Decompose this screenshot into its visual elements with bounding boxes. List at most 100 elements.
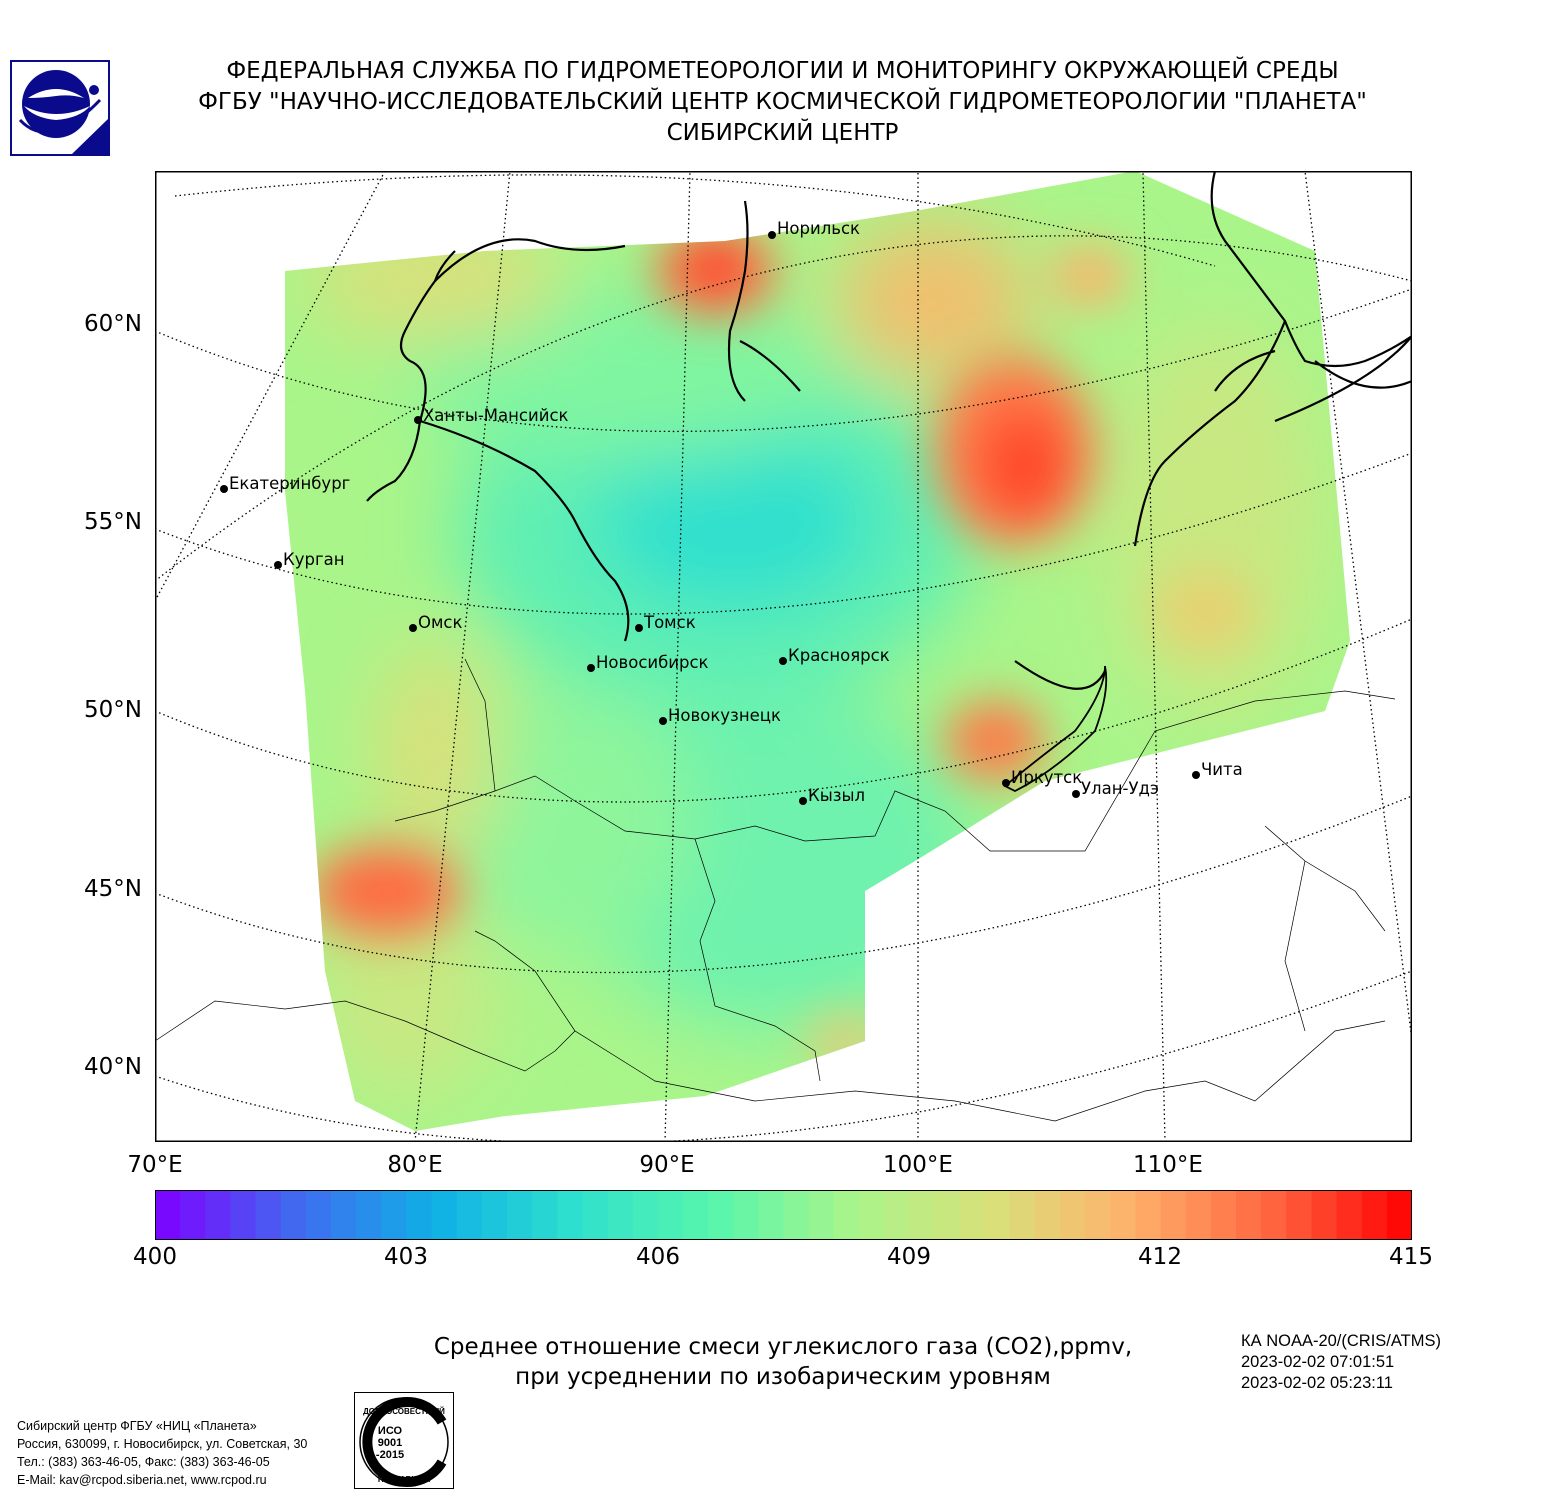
header: ФЕДЕРАЛЬНАЯ СЛУЖБА ПО ГИДРОМЕТЕОРОЛОГИИ … [110,56,1455,149]
colorbar-cell [230,1190,257,1240]
caption-line-1: Среднее отношение смеси углекислого газа… [433,1334,1133,1360]
header-agency: ФЕДЕРАЛЬНАЯ СЛУЖБА ПО ГИДРОМЕТЕОРОЛОГИИ … [226,58,1339,84]
colorbar-cell [858,1190,885,1240]
svg-text:Улан-Удэ: Улан-Удэ [1081,779,1159,798]
colorbar-tick-415: 415 [1389,1244,1433,1270]
city-novosibirsk: Новосибирск [587,653,709,672]
lat-label-55: 55°N [84,509,142,535]
country-borders [155,658,1396,1122]
planeta-logo [10,60,110,156]
footer-contacts: Сибирский центр ФГБУ «НИЦ «Планета» Росс… [17,1417,307,1489]
lat-label-40: 40°N [84,1054,142,1080]
colorbar-cell [607,1190,634,1240]
footer-org: Сибирский центр ФГБУ «НИЦ «Планета» [17,1419,257,1433]
caption-line-2: при усреднении по изобарическим уровням [515,1364,1051,1390]
colorbar-cell [632,1190,659,1240]
map-frame [155,171,1412,1142]
svg-text:-2015: -2015 [376,1449,404,1461]
colorbar-cell [1336,1190,1363,1240]
lat-label-60: 60°N [84,311,142,337]
city-tomsk: Томск [635,613,696,632]
header-institute: ФГБУ "НАУЧНО-ИССЛЕДОВАТЕЛЬСКИЙ ЦЕНТР КОС… [198,89,1367,115]
colorbar-cell [456,1190,483,1240]
colorbar-cell [1261,1190,1287,1240]
city-kyzyl: Кызыл [799,786,865,805]
colorbar-cell [934,1190,961,1240]
lake-baikal [1003,665,1108,793]
colorbar-tick-403: 403 [384,1244,428,1270]
colorbar-cell [884,1190,910,1240]
svg-text:Новосибирск: Новосибирск [596,653,709,672]
colorbar-cell [808,1190,835,1240]
colorbar-tick-412: 412 [1138,1244,1182,1270]
colorbar-cell [733,1190,759,1240]
colorbar-cell [481,1190,508,1240]
svg-text:Томск: Томск [643,613,696,632]
colorbar-cell [1185,1190,1212,1240]
colorbar-cell [305,1190,332,1240]
colorbar-cell [1085,1190,1111,1240]
footer-address: Россия, 630099, г. Новосибирск, ул. Сове… [17,1437,308,1451]
colorbar-cell [356,1190,382,1240]
colorbar-cell [381,1190,407,1240]
map-caption: Среднее отношение смеси углекислого газа… [283,1332,1283,1392]
svg-text:Екатеринбург: Екатеринбург [229,474,350,493]
svg-text:Омск: Омск [418,613,463,632]
satellite-time-1: 2023-02-02 07:01:51 [1241,1353,1395,1371]
cities: Норильск Ханты-Мансийск Екатеринбург Кур… [220,219,1243,805]
colorbar [155,1190,1412,1240]
city-yekaterinburg: Екатеринбург [220,474,350,493]
svg-text:Кызыл: Кызыл [808,786,865,805]
colorbar-cell [431,1190,458,1240]
colorbar-cell [1236,1190,1262,1240]
svg-text:Чита: Чита [1201,760,1243,779]
colorbar-cell [205,1190,232,1240]
svg-text:Норильск: Норильск [777,219,860,238]
colorbar-cell [708,1190,734,1240]
city-kurgan: Курган [274,550,345,569]
colorbar-cell [280,1190,307,1240]
colorbar-cell [758,1190,785,1240]
footer-email: E-Mail: kav@rcpod.siberia.net, www.rcpod… [17,1473,267,1487]
colorbar-cell [155,1190,181,1240]
svg-text:Ханты-Мансийск: Ханты-Мансийск [423,406,569,425]
svg-text:ПОСТАВЩИК: ПОСТАВЩИК [378,1475,430,1484]
colorbar-cell [1135,1190,1162,1240]
svg-text:Курган: Курган [283,550,345,569]
lat-label-45: 45°N [84,876,142,902]
colorbar-cell [255,1190,282,1240]
colorbar-cell [506,1190,533,1240]
city-omsk: Омск [409,613,463,632]
graticule [155,171,1412,1142]
colorbar-cell [783,1190,810,1240]
colorbar-cell [959,1190,986,1240]
svg-text:ДОБРОСОВЕСТНЫЙ: ДОБРОСОВЕСТНЫЙ [363,1407,445,1416]
city-irkutsk: Иркутск [1002,768,1082,787]
lon-label-70: 70°E [127,1152,183,1178]
satellite-info: КА NOAA-20/(CRIS/ATMS) 2023-02-02 07:01:… [1241,1331,1441,1394]
colorbar-cell [1386,1190,1412,1240]
co2-map: Норильск Ханты-Мансийск Екатеринбург Кур… [155,171,1412,1142]
colorbar-cell [1160,1190,1187,1240]
city-novokuznetsk: Новокузнецк [659,706,781,725]
colorbar-cell [1034,1190,1061,1240]
colorbar-tick-409: 409 [887,1244,931,1270]
satellite-time-2: 2023-02-02 05:23:11 [1241,1374,1393,1392]
colorbar-cell [582,1190,609,1240]
svg-text:Красноярск: Красноярск [788,646,890,665]
colorbar-cell [1361,1190,1388,1240]
svg-text:Новокузнецк: Новокузнецк [668,706,781,725]
colorbar-cell [330,1190,357,1240]
footer-phone: Тел.: (383) 363-46-05, Факс: (383) 363-4… [17,1455,270,1469]
colorbar-cell [1060,1190,1086,1240]
data-swath [285,171,1350,1131]
colorbar-cell [1210,1190,1237,1240]
svg-text:Иркутск: Иркутск [1011,768,1082,787]
city-khanty-mansiysk: Ханты-Мансийск [414,406,569,425]
city-ulan-ude: Улан-Удэ [1072,779,1159,798]
colorbar-cell [1311,1190,1338,1240]
svg-text:ИСО: ИСО [378,1425,403,1437]
colorbar-cell [557,1190,583,1240]
svg-text:9001: 9001 [378,1437,402,1449]
colorbar-tick-406: 406 [636,1244,680,1270]
